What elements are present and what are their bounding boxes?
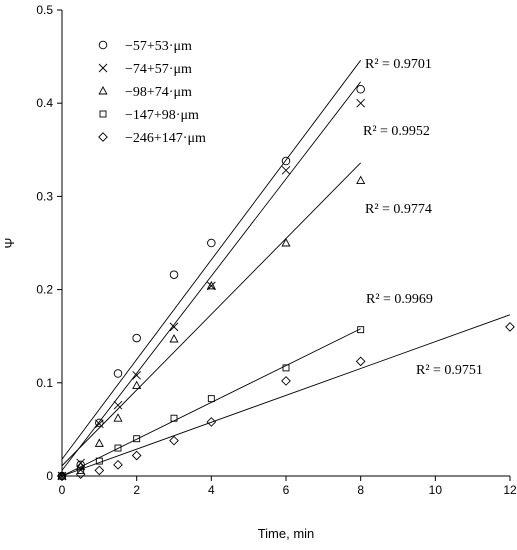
point-diamond xyxy=(355,356,366,367)
r2-label: R² = 0.9969 xyxy=(366,292,433,307)
x-tick-label: 10 xyxy=(429,483,443,497)
legend-marker-square xyxy=(99,110,107,118)
legend-label: −147+98·μm xyxy=(125,108,199,123)
point-diamond xyxy=(169,435,179,446)
point-circle xyxy=(76,460,85,470)
r2-label: R² = 0.9701 xyxy=(365,57,432,72)
point-diamond xyxy=(206,417,217,427)
x-ticks: 0 2 4 6 8 10 12 xyxy=(59,476,517,497)
legend-label: −74+57·μm xyxy=(125,62,192,77)
x-tick-label: 12 xyxy=(503,483,517,497)
x-tick-label: 4 xyxy=(208,483,215,497)
fit-line-4 xyxy=(61,328,361,477)
point-square xyxy=(357,326,365,334)
point-circle xyxy=(356,84,365,94)
point-triangle xyxy=(356,175,366,185)
point-square xyxy=(114,444,122,452)
point-square xyxy=(170,414,178,422)
y-axis-label: Ψ xyxy=(2,238,17,249)
point-cross xyxy=(95,419,104,429)
legend-marker-circle xyxy=(98,40,108,50)
point-circle xyxy=(113,369,123,378)
r2-label: R² = 0.9952 xyxy=(363,124,430,139)
point-square xyxy=(77,466,85,474)
point-cross xyxy=(132,371,141,380)
legend: −57+53·μm −74+57·μm −98+74·μm −147+98·μm −24… xyxy=(98,39,206,146)
point-diamond xyxy=(131,450,142,461)
point-triangle xyxy=(206,280,216,290)
fit-line-2 xyxy=(61,81,362,471)
r2-label: R² = 0.9774 xyxy=(365,202,432,217)
point-square xyxy=(95,457,103,465)
point-diamond xyxy=(94,465,105,476)
point-circle xyxy=(207,238,216,248)
fit-lines xyxy=(61,60,511,477)
point-diamond xyxy=(505,322,515,332)
r2-label: R² = 0.9751 xyxy=(416,363,483,378)
point-triangle xyxy=(113,413,123,422)
legend-marker-cross xyxy=(98,63,108,73)
point-triangle xyxy=(94,438,104,447)
point-square xyxy=(58,472,66,480)
point-diamond xyxy=(57,471,67,481)
data-points xyxy=(57,84,515,481)
point-circle xyxy=(132,333,141,343)
r2-labels: R² = 0.9701 R² = 0.9952 R² = 0.9774 R² = 0.… xyxy=(363,57,483,378)
point-circle xyxy=(281,156,291,166)
legend-label: −246+147·μm xyxy=(125,131,206,146)
legend-label: −98+74·μm xyxy=(125,85,192,100)
point-circle xyxy=(169,270,179,279)
y-tick-label: 0.2 xyxy=(36,283,53,297)
y-tick-label: 0.3 xyxy=(36,189,53,203)
legend-marker-triangle xyxy=(98,86,108,95)
y-tick-label: 0.1 xyxy=(36,376,53,390)
point-square xyxy=(133,435,141,443)
x-axis-label: Time, min xyxy=(258,526,315,541)
point-triangle xyxy=(281,238,291,247)
x-tick-label: 0 xyxy=(59,483,66,497)
point-square xyxy=(282,364,290,372)
y-tick-label: 0.4 xyxy=(36,96,53,110)
point-diamond xyxy=(113,459,123,470)
x-tick-label: 8 xyxy=(357,483,364,497)
point-cross xyxy=(281,165,291,175)
fit-line-3 xyxy=(61,162,361,467)
legend-marker-diamond xyxy=(98,132,108,142)
point-cross xyxy=(113,400,123,410)
point-triangle xyxy=(132,380,142,390)
y-tick-label: 0 xyxy=(46,469,53,483)
fit-line-1 xyxy=(61,60,362,460)
x-tick-label: 2 xyxy=(133,483,140,497)
point-cross xyxy=(169,322,179,332)
legend-label: −57+53·μm xyxy=(125,39,192,54)
point-triangle xyxy=(169,334,179,343)
x-tick-label: 6 xyxy=(283,483,290,497)
point-diamond xyxy=(75,469,86,479)
y-ticks: 0 0.1 0.2 0.3 0.4 0.5 xyxy=(36,3,62,483)
point-cross xyxy=(356,98,365,108)
fit-line-5 xyxy=(61,314,511,477)
point-circle xyxy=(95,418,104,428)
point-square xyxy=(207,395,215,403)
point-diamond xyxy=(281,376,291,386)
y-tick-label: 0.5 xyxy=(36,3,53,17)
